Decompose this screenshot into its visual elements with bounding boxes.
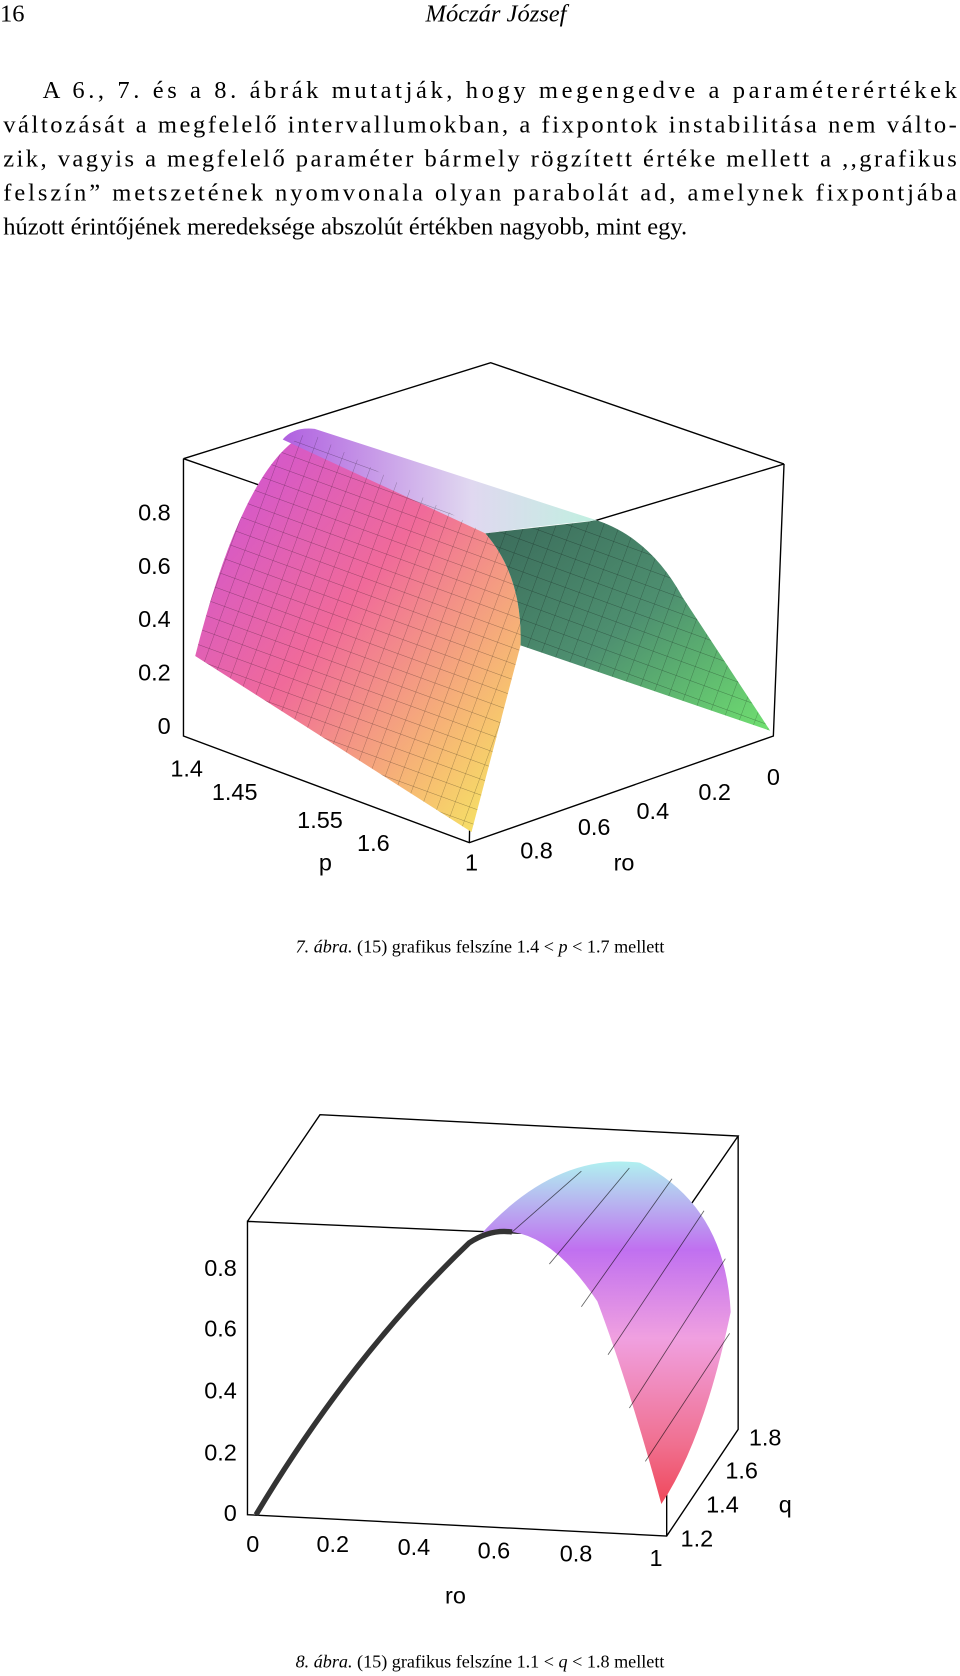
- caption-label: 7. ábra.: [296, 937, 353, 957]
- tick-label: 0.8: [138, 500, 171, 526]
- caption-label: 8. ábra.: [296, 1651, 353, 1671]
- axis-label: ro: [445, 1582, 466, 1608]
- tick-label: 0.8: [204, 1255, 237, 1281]
- caption: 8. ábra. (15) grafikus felszíne 1.1 < q …: [296, 1651, 665, 1672]
- plot-box: [182, 361, 785, 844]
- axis-label: ro: [614, 849, 635, 875]
- tick-label: 0.6: [138, 553, 171, 579]
- tick-label: 0.6: [204, 1316, 237, 1342]
- tick-label: 1.4: [706, 1492, 739, 1518]
- surface-edge: [253, 1228, 513, 1517]
- tick-label: 1: [465, 849, 478, 875]
- tick-label: 0: [158, 713, 171, 739]
- figure: 0.8 0.6 0.4 0.2 0 1.4 1.45 1.55 1.6 p 1 …: [138, 361, 785, 958]
- caption: 7. ábra. (15) grafikus felszíne 1.4 < p …: [296, 937, 665, 958]
- tick-label: 0.2: [204, 1439, 237, 1465]
- tick-label: 1.55: [297, 807, 343, 833]
- paragraph: A 6., 7. és a 8. ábrák mutatják, hogy me…: [3, 77, 957, 241]
- figure: 0.8 0.6 0.4 0.2 0 0 0.2 0.4 0.6 0.8 1 ro…: [204, 1113, 792, 1672]
- tick-label: 1.45: [212, 779, 258, 805]
- caption-text: < 1.8 mellett: [572, 1651, 664, 1671]
- tick-label: 0.2: [138, 660, 171, 686]
- surface-mesh: [511, 1167, 730, 1462]
- axis-label: q: [779, 1492, 792, 1518]
- caption-variable: p: [557, 937, 568, 957]
- tick-label: 0: [767, 764, 780, 790]
- tick-label: 1.2: [681, 1526, 714, 1552]
- surface: [256, 1161, 731, 1515]
- text-line: A 6., 7. és a 8. ábrák mutatják, hogy me…: [43, 77, 958, 104]
- surface: [282, 428, 598, 534]
- tick-label: 0.4: [637, 798, 670, 824]
- text-line: húzott érintőjének meredeksége abszolút …: [3, 214, 687, 241]
- tick-label: 0.6: [578, 814, 611, 840]
- z-axis: 0.8 0.6 0.4 0.2 0: [204, 1255, 237, 1526]
- tick-label: 0.8: [560, 1541, 593, 1567]
- tick-label: 1.8: [749, 1424, 782, 1450]
- tick-label: 1.6: [725, 1457, 758, 1483]
- tick-label: 0.2: [698, 779, 731, 805]
- ro-axis: 0 0.2 0.4 0.6 0.8 1 ro: [246, 1531, 662, 1608]
- tick-label: 0: [224, 1500, 237, 1526]
- page-number: 16: [0, 0, 25, 27]
- tick-label: 0.4: [398, 1534, 431, 1560]
- p-axis: 1.4 1.45 1.55 1.6 p: [170, 756, 389, 876]
- q-axis: 1.8 1.6 1.4 1.2 q: [681, 1424, 792, 1551]
- tick-label: 0.4: [138, 606, 171, 632]
- tick-label: 0.2: [317, 1531, 350, 1557]
- tick-label: 1.4: [170, 756, 203, 782]
- surface-mesh: [195, 432, 771, 833]
- caption-text: (15) grafikus felszíne 1.1 <: [357, 1651, 554, 1672]
- tick-label: 0: [246, 1531, 259, 1557]
- tick-label: 0.6: [478, 1537, 511, 1563]
- text-line: felszín” metszetének nyomvonala olyan pa…: [3, 180, 957, 207]
- axis-label: p: [319, 849, 332, 875]
- z-axis: 0.8 0.6 0.4 0.2 0: [138, 500, 171, 739]
- caption-text: (15) grafikus felszíne 1.4 <: [357, 937, 554, 958]
- tick-label: 0.4: [204, 1377, 237, 1403]
- caption-text: < 1.7 mellett: [572, 937, 664, 957]
- ro-axis: 1 0.8 0.6 0.4 0.2 0 ro: [465, 764, 780, 875]
- tick-label: 1.6: [357, 830, 390, 856]
- caption-variable: q: [559, 1651, 568, 1671]
- text-line: változását a megfelelő intervallumokban,…: [3, 111, 957, 138]
- tick-label: 1: [649, 1545, 662, 1571]
- running-head: Móczár József: [425, 0, 570, 27]
- text-line: zik, vagyis a megfelelő paraméter bármel…: [3, 145, 957, 172]
- tick-label: 0.8: [520, 838, 553, 864]
